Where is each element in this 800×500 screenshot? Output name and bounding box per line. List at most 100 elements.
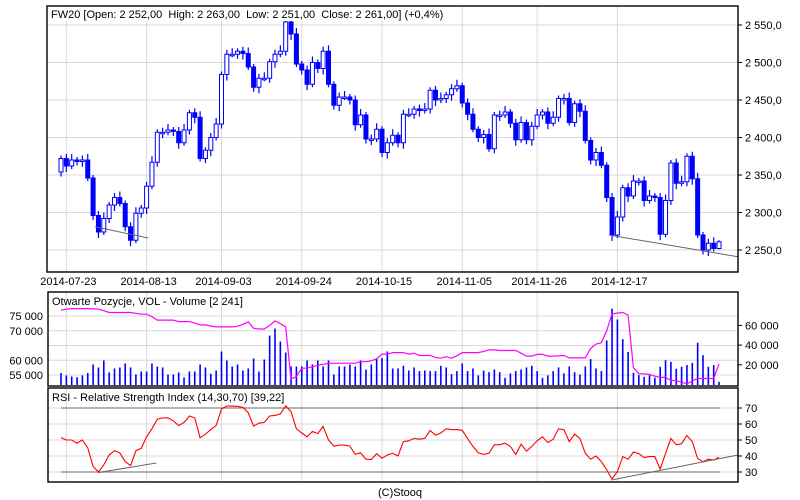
candle-body-up xyxy=(106,204,112,219)
candle-body-down xyxy=(641,180,647,201)
axis-labels: 2014-07-23 2014-08-13 2014-09-03 2014-09-24… xyxy=(9,20,781,479)
candle-body-down xyxy=(566,98,572,123)
candle xyxy=(320,46,326,75)
candle-body-up xyxy=(181,129,187,144)
candle xyxy=(379,126,385,157)
candle xyxy=(101,212,107,235)
candle xyxy=(716,240,722,250)
candle xyxy=(529,121,535,146)
candle-body-up xyxy=(540,111,545,116)
candle-body-down xyxy=(689,155,695,180)
open-interest-tick-label: 75 000 xyxy=(9,311,43,323)
candle-body-down xyxy=(379,128,385,153)
candle-body-down xyxy=(486,134,492,150)
candle-body-up xyxy=(620,187,626,218)
candle xyxy=(74,157,80,166)
candle-body-up xyxy=(224,53,230,75)
candle-body-up xyxy=(668,162,674,201)
candle xyxy=(491,112,497,154)
candle-body-down xyxy=(245,53,251,68)
candle-body-up xyxy=(384,142,390,153)
candle xyxy=(181,124,187,146)
candle xyxy=(475,126,481,142)
candle xyxy=(85,154,91,181)
price-panel-frame xyxy=(46,5,739,273)
candle xyxy=(58,155,64,177)
candle-body-up xyxy=(684,155,690,183)
x-tick-label: 2014-08-13 xyxy=(120,276,176,288)
candle xyxy=(299,61,305,75)
candle-body-up xyxy=(58,158,64,173)
candle-body-down xyxy=(577,103,583,112)
candle xyxy=(347,94,353,105)
candle xyxy=(219,71,224,129)
candle xyxy=(625,183,631,202)
volume-title: Otwarte Pozycje, VOL - Volume [2 241] xyxy=(52,296,243,308)
candle xyxy=(705,238,711,256)
candle-body-up xyxy=(614,216,620,236)
candle xyxy=(513,118,519,146)
candle-body-up xyxy=(427,89,433,110)
candle xyxy=(170,127,176,136)
candle xyxy=(545,107,551,130)
candle xyxy=(486,128,492,152)
candle-body-down xyxy=(604,164,610,198)
candle-body-up xyxy=(481,134,487,138)
candle-body-up xyxy=(518,122,524,141)
price-tick-label: 2 450,0 xyxy=(745,95,782,107)
candle-body-down xyxy=(326,50,331,85)
x-tick-label: 2014-09-03 xyxy=(195,276,251,288)
rsi-tick-label: 60 xyxy=(745,419,757,431)
candle-body-up xyxy=(133,212,139,241)
candle-body-down xyxy=(523,122,529,141)
candle-body-up xyxy=(309,62,315,85)
candle-body-up xyxy=(342,96,348,99)
candle xyxy=(620,184,626,222)
candle xyxy=(235,48,241,59)
candle xyxy=(566,92,572,126)
candle-body-up xyxy=(636,180,642,183)
price-trendline xyxy=(95,226,149,239)
price-tick-label: 2 500,0 xyxy=(745,58,782,70)
candle-body-up xyxy=(154,131,160,163)
candle-body-down xyxy=(117,197,123,204)
candle xyxy=(406,108,412,118)
price-trendline xyxy=(608,234,739,258)
candle xyxy=(165,124,171,136)
candle-body-down xyxy=(609,197,615,236)
candle xyxy=(630,175,636,199)
candle xyxy=(416,104,422,117)
candle xyxy=(342,91,348,100)
candle xyxy=(315,59,321,73)
candle-body-down xyxy=(416,108,422,111)
candle xyxy=(518,116,524,143)
candle xyxy=(202,147,208,163)
candle xyxy=(523,119,529,145)
candle-body-up xyxy=(679,181,685,184)
candle-body-up xyxy=(529,125,535,141)
candle xyxy=(229,48,235,58)
candle-body-down xyxy=(176,131,182,144)
candle xyxy=(245,47,251,70)
candle xyxy=(63,154,69,172)
volume-tick-label: 20 000 xyxy=(745,360,779,372)
candle-body-up xyxy=(235,50,241,55)
candle xyxy=(160,127,166,139)
candle xyxy=(149,156,155,190)
candle-body-up xyxy=(165,129,171,133)
candle-body-up xyxy=(390,134,396,144)
candle xyxy=(443,91,449,103)
candle-body-down xyxy=(395,134,401,144)
candle xyxy=(673,158,679,190)
candle xyxy=(213,118,219,141)
candle xyxy=(358,109,364,128)
candle-body-up xyxy=(144,185,150,209)
candle xyxy=(138,205,144,218)
candle xyxy=(336,92,342,112)
candle-body-down xyxy=(170,129,176,132)
candle xyxy=(384,138,390,159)
open-interest-line xyxy=(60,308,720,385)
candle-body-up xyxy=(663,200,669,235)
candle xyxy=(261,72,267,82)
candle xyxy=(572,100,578,127)
